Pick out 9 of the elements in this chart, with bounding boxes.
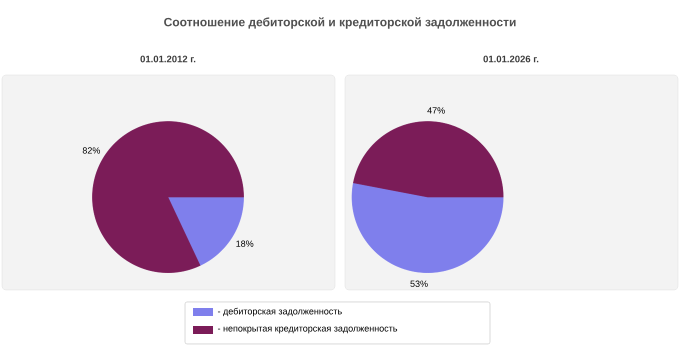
legend-label: - дебиторская задолженность [218, 308, 342, 316]
data-label: 82% [82, 147, 100, 154]
legend-label: - непокрытая кредиторская задолженность [218, 326, 398, 334]
data-label: 18% [236, 240, 254, 247]
data-label: 53% [410, 280, 428, 287]
chart-subtitle: 01.01.2026 г. [483, 56, 538, 62]
chart-title: Соотношение дебиторской и кредиторской задолженности [164, 17, 516, 29]
data-label: 47% [427, 107, 445, 114]
chart-subtitle: 01.01.2012 г. [140, 56, 196, 62]
